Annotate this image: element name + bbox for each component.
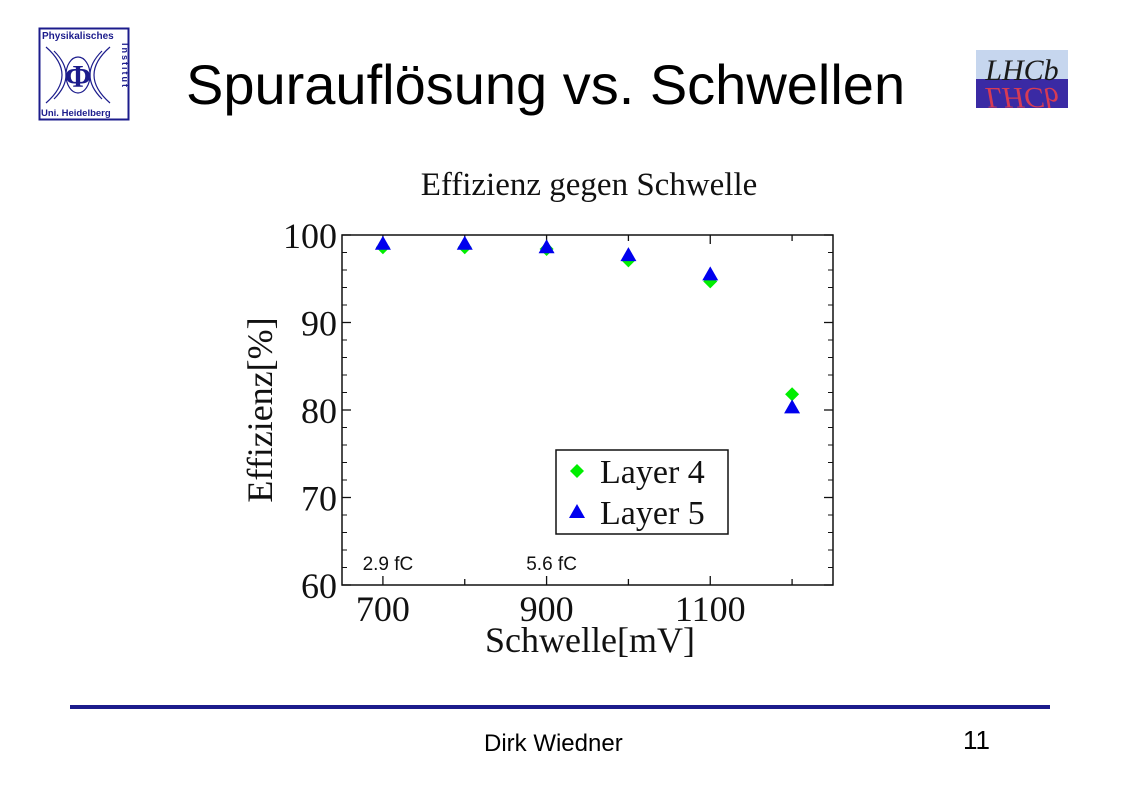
annotation-0: 2.9 fC: [363, 554, 414, 575]
x-tick-label-0: 700: [356, 589, 410, 629]
logo-line1: Physikalisches: [42, 31, 114, 42]
point-layer-4-5: [785, 387, 800, 402]
y-tick-label-4: 100: [283, 216, 337, 256]
data-points: [374, 235, 801, 414]
lhcb-logo: LHCb LHCb: [976, 50, 1068, 108]
footer-divider: [70, 705, 1050, 709]
logo-field-lines: [45, 46, 111, 104]
chart-title: Effizienz gegen Schwelle: [421, 167, 758, 203]
y-tick-label-3: 90: [301, 304, 337, 344]
y-axis-label: Effizienz[%]: [240, 317, 280, 502]
logo-phi-symbol: Φ: [65, 58, 92, 94]
point-layer-5-1: [456, 235, 473, 250]
legend-label-1: Layer 5: [600, 495, 705, 532]
y-tick-label-1: 70: [301, 479, 337, 519]
chart-annotations: 2.9 fC 5.6 fC: [363, 554, 577, 575]
point-layer-5-2: [538, 239, 555, 254]
point-layer-5-4: [702, 266, 719, 281]
x-tick-label-2: 1100: [675, 589, 746, 629]
logo-side-text: Institut: [120, 43, 130, 89]
x-tick-labels: 700 900 1100: [356, 589, 746, 629]
annotation-1: 5.6 fC: [526, 554, 577, 575]
legend-box: [555, 449, 729, 535]
y-tick-label-0: 60: [301, 566, 337, 606]
y-tick-labels: 60 70 80 90 100: [283, 216, 337, 606]
physikalisches-institut-logo: Physikalisches Uni. Heidelberg Φ Institu…: [38, 27, 130, 121]
slide-title: Spurauflösung vs. Schwellen: [186, 53, 906, 116]
x-axis-label: Schwelle[mV]: [485, 620, 695, 660]
legend-marker-0: [570, 464, 584, 478]
legend-marker-1: [569, 504, 585, 518]
footer-author: Dirk Wiedner: [484, 730, 623, 757]
legend-label-0: Layer 4: [600, 454, 705, 491]
point-layer-5-3: [620, 247, 637, 262]
page-number: 11: [963, 725, 990, 755]
logo-line2: Uni. Heidelberg: [41, 108, 111, 119]
x-tick-label-1: 900: [520, 589, 574, 629]
point-layer-5-0: [374, 235, 391, 250]
point-layer-5-5: [784, 399, 801, 414]
axis-ticks: [342, 234, 833, 586]
lhcb-logo-text: LHCb: [984, 54, 1058, 87]
svg-text:LHCb: LHCb: [984, 81, 1058, 108]
y-tick-label-2: 80: [301, 391, 337, 431]
legend: Layer 4 Layer 5: [555, 449, 729, 535]
